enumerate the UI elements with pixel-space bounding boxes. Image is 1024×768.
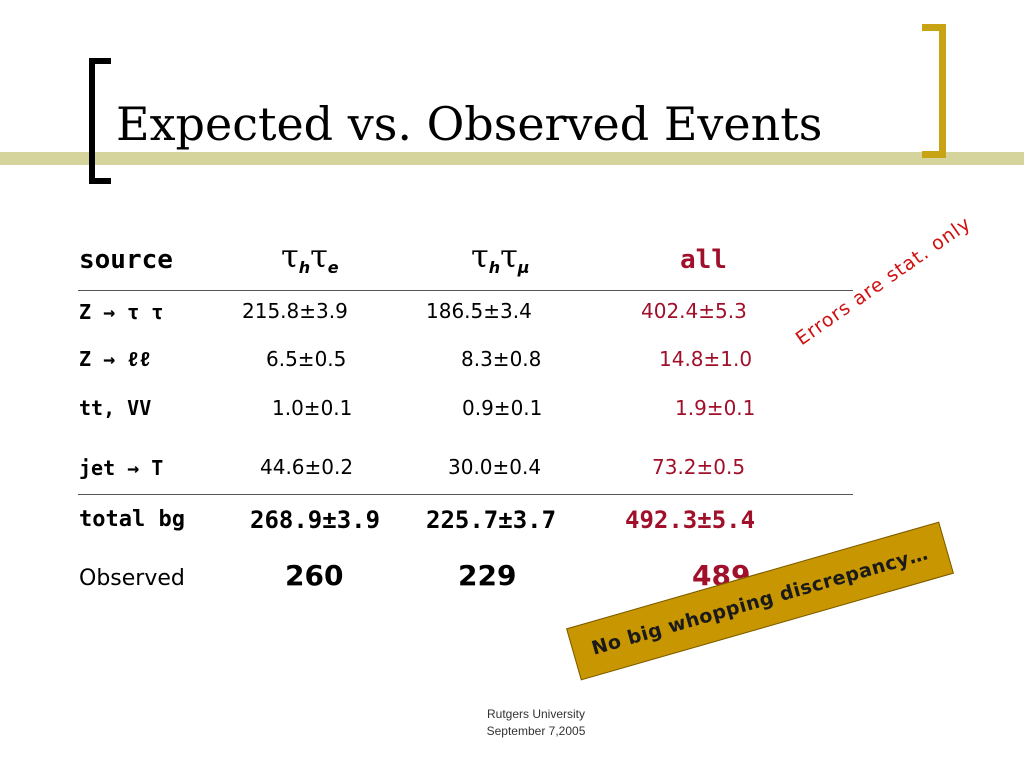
row-value-all: 73.2±0.5 [652,455,746,479]
discrepancy-callout: No big whopping discrepancy… [566,521,954,681]
row-value-col1: 6.5±0.5 [266,347,347,371]
row-value-col1: 1.0±0.1 [272,396,353,420]
row-value-col2: 30.0±0.4 [448,455,542,479]
row-value-col1: 215.8±3.9 [242,299,348,323]
total-value-col1: 268.9±3.9 [250,506,381,534]
header-tauh-taumu: τhτμ [471,237,530,277]
header-tauh-taue: τhτe [281,237,339,277]
observed-value-col2: 229 [458,559,517,592]
errors-annotation: Errors are stat. only [791,212,976,351]
footer-date: September 7,2005 [486,724,586,738]
observed-value-col1: 260 [285,559,344,592]
header-source: source [79,245,173,275]
observed-label: Observed [79,566,185,591]
total-value-all: 492.3±5.4 [625,506,756,534]
row-value-col2: 8.3±0.8 [461,347,542,371]
row-value-all: 1.9±0.1 [675,396,756,420]
total-value-col2: 225.7±3.7 [426,506,557,534]
footer-institution: Rutgers University [486,707,586,721]
title-underline-bar [0,152,1024,165]
row-value-col2: 186.5±3.4 [426,299,532,323]
row-value-col2: 0.9±0.1 [462,396,543,420]
row-value-all: 14.8±1.0 [659,347,753,371]
discrepancy-text: No big whopping discrepancy… [589,542,931,660]
total-label: total bg [79,507,185,532]
total-rule [78,494,853,495]
header-all: all [680,245,727,275]
left-bracket-decoration [89,58,111,184]
row-label: Z → ℓℓ [79,347,152,371]
header-rule [78,290,853,291]
row-value-col1: 44.6±0.2 [260,455,354,479]
row-label: tt, VV [79,396,152,420]
row-value-all: 402.4±5.3 [641,299,747,323]
row-label: Z → τ τ [79,300,164,324]
row-label: jet → T [79,456,164,480]
slide-title: Expected vs. Observed Events [116,97,823,151]
right-bracket-decoration [922,24,946,158]
